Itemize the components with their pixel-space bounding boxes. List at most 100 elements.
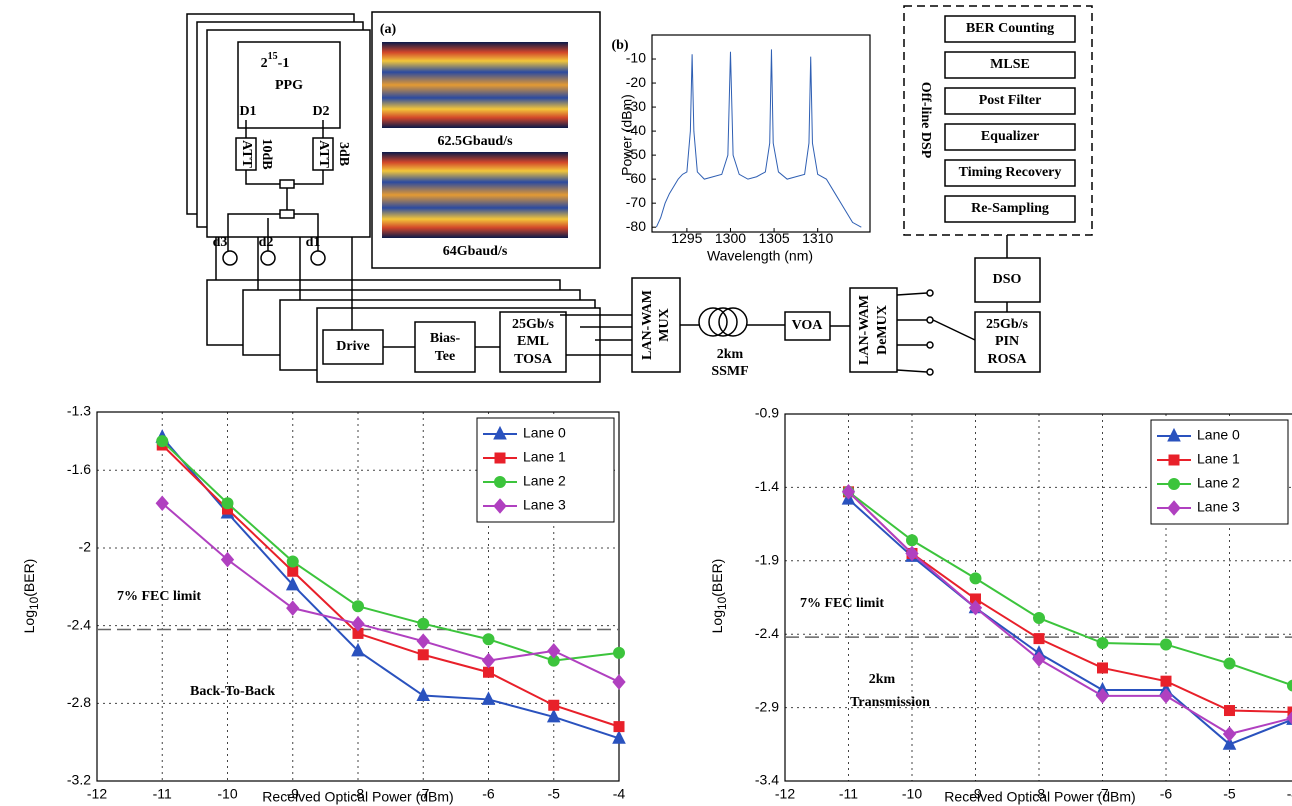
x-tick-label: -11 xyxy=(153,785,172,801)
annotation: 7% FEC limit xyxy=(800,596,884,611)
dsp-block-label: Re-Sampling xyxy=(971,201,1049,216)
y-tick-label: -2.8 xyxy=(67,694,91,710)
marker xyxy=(614,647,625,658)
x-tick-label: -6 xyxy=(1160,785,1173,801)
marker xyxy=(970,573,981,584)
legend-label: Lane 3 xyxy=(523,497,566,513)
x-tick-label: -11 xyxy=(839,785,858,801)
x-tick-label: -4 xyxy=(1287,785,1292,801)
mux-label: LAN-WAM xyxy=(640,290,655,360)
y-tick-label: -1.4 xyxy=(755,478,779,494)
dsp-label: Off-line DSP xyxy=(918,82,933,159)
att-value: 3dB xyxy=(336,142,351,166)
x-tick-label: -12 xyxy=(87,785,107,801)
bias-tee-label: Tee xyxy=(435,349,455,364)
fiber-label: SSMF xyxy=(711,364,748,379)
y-axis-label: Power (dBm) xyxy=(619,94,635,176)
y-label-base: Log xyxy=(21,610,37,633)
y-tick-label: -1.9 xyxy=(755,552,779,568)
marker xyxy=(1098,663,1108,673)
legend-marker xyxy=(1169,479,1180,490)
legend-label: Lane 0 xyxy=(1197,427,1240,443)
wire xyxy=(897,370,927,372)
y-tick-label: -0.9 xyxy=(755,405,779,421)
dso-label: DSO xyxy=(993,272,1022,287)
legend-marker xyxy=(495,453,505,463)
delay-coil xyxy=(223,251,237,265)
demux-label: LAN-WAM xyxy=(857,295,872,365)
eye-caption: 64Gbaud/s xyxy=(443,244,508,259)
marker xyxy=(222,498,233,509)
x-tick-label: -4 xyxy=(613,785,626,801)
tosa-label: EML xyxy=(517,334,549,349)
switch-port xyxy=(927,369,933,375)
marker xyxy=(418,618,429,629)
mux-label: MUX xyxy=(657,308,672,341)
chart: -10-20-30-40-50-60-70-801295130013051310… xyxy=(619,35,870,264)
y-tick-label: -2.9 xyxy=(755,698,779,714)
legend-label: Lane 0 xyxy=(523,425,566,441)
exponent: 15 xyxy=(268,51,278,62)
marker xyxy=(417,689,429,701)
marker xyxy=(483,654,495,668)
marker xyxy=(1097,638,1108,649)
att-label: ATT xyxy=(239,140,254,168)
annotation: Transmission xyxy=(850,695,930,710)
x-axis-label: Wavelength (nm) xyxy=(707,248,813,264)
dsp-block-label: Equalizer xyxy=(981,129,1039,144)
marker xyxy=(1224,727,1236,741)
output-label: D2 xyxy=(312,104,329,119)
wire xyxy=(933,320,975,340)
switch-port xyxy=(927,342,933,348)
delay-coil xyxy=(311,251,325,265)
x-tick-label: -12 xyxy=(775,785,795,801)
legend-label: Lane 2 xyxy=(523,473,566,489)
ppg-label: PPG xyxy=(275,78,303,93)
marker xyxy=(1161,676,1171,686)
legend-label: Lane 1 xyxy=(1197,451,1240,467)
rosa-label: ROSA xyxy=(988,352,1028,367)
eye-caption: 62.5Gbaud/s xyxy=(437,134,513,149)
eye-diagram xyxy=(382,152,568,238)
delay-coil xyxy=(261,251,275,265)
dsp-block-label: Post Filter xyxy=(979,93,1042,108)
y-axis-label: Log10(BER) xyxy=(21,559,41,634)
delay-label: d2 xyxy=(259,235,274,250)
y-tick-label: -2.4 xyxy=(755,625,779,641)
annotation: 7% FEC limit xyxy=(117,589,201,604)
panel-label: (a) xyxy=(380,22,397,37)
series-line xyxy=(656,49,861,227)
marker xyxy=(1161,639,1172,650)
switch-port xyxy=(927,290,933,296)
y-tick-label: -2 xyxy=(79,539,92,555)
marker xyxy=(483,634,494,645)
marker xyxy=(1288,680,1292,691)
dsp-block-label: MLSE xyxy=(990,57,1030,72)
marker xyxy=(548,644,560,658)
x-tick-label: -5 xyxy=(1223,785,1236,801)
y-label-suffix: (BER) xyxy=(21,559,37,597)
marker xyxy=(614,722,624,732)
legend-marker xyxy=(1169,455,1179,465)
y-tick-label: -20 xyxy=(626,74,646,90)
legend: Lane 0Lane 1Lane 2Lane 3 xyxy=(1151,420,1288,524)
marker xyxy=(1224,658,1235,669)
marker xyxy=(288,566,298,576)
marker xyxy=(287,556,298,567)
legend-label: Lane 2 xyxy=(1197,475,1240,491)
tosa-label: TOSA xyxy=(514,352,553,367)
att-label: ATT xyxy=(316,140,331,168)
y-tick-label: -10 xyxy=(626,50,646,66)
x-tick-label: -10 xyxy=(902,785,922,801)
output-label: D1 xyxy=(239,104,256,119)
base: 2 xyxy=(261,56,268,71)
delay-label: d1 xyxy=(306,235,321,250)
plot-frame xyxy=(652,35,870,232)
y-tick-label: -80 xyxy=(626,218,646,234)
chart: -1.3-1.6-2-2.4-2.8-3.2-12-11-10-9-8-7-6-… xyxy=(21,403,626,805)
switch-port xyxy=(927,317,933,323)
voa-label: VOA xyxy=(792,318,824,333)
y-tick-label: -70 xyxy=(626,194,646,210)
x-tick-label: -5 xyxy=(548,785,561,801)
x-axis-label: Received Optical Power (dBm) xyxy=(262,789,453,805)
